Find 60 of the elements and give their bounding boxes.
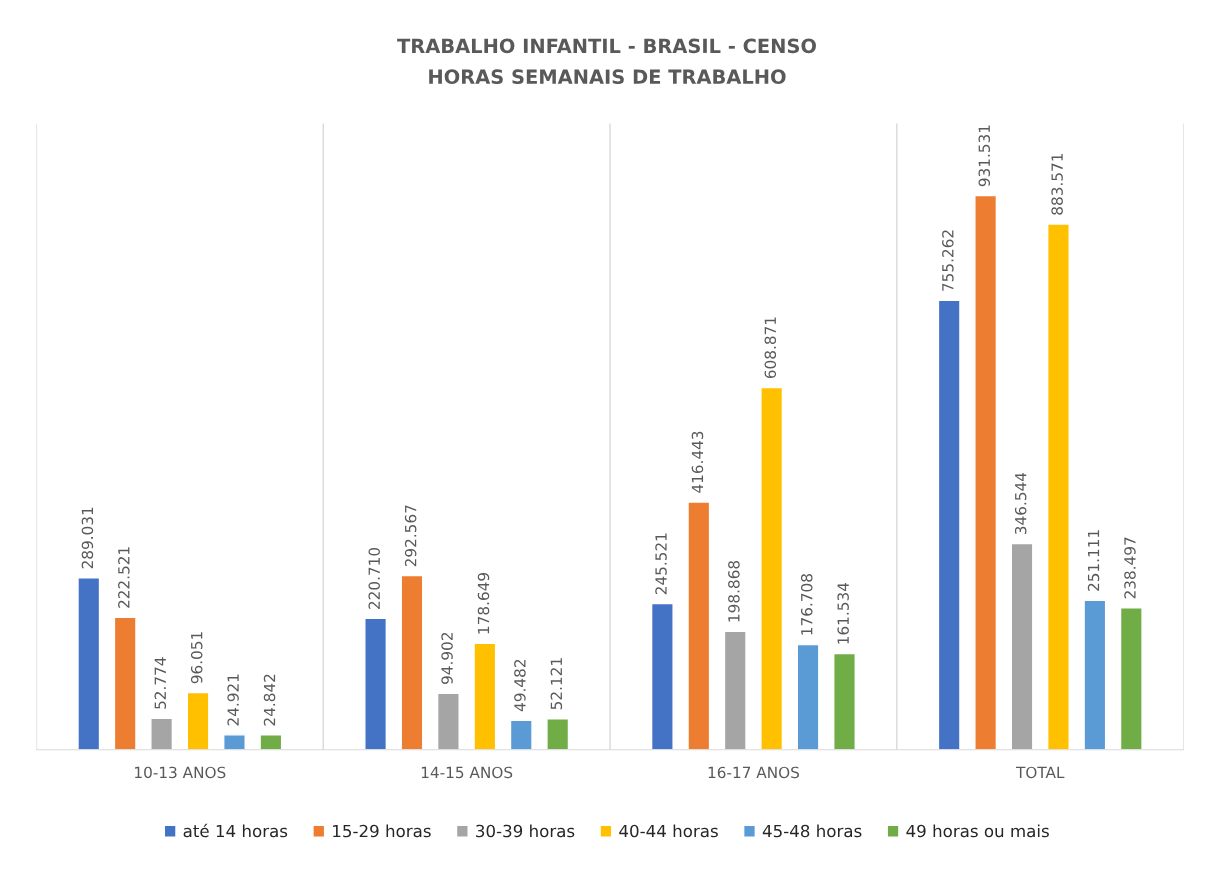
bar xyxy=(546,717,570,750)
bar xyxy=(937,299,961,750)
data-label: 198.868 xyxy=(728,560,740,622)
bar xyxy=(259,734,283,750)
bar xyxy=(223,734,246,750)
data-label: 222.521 xyxy=(118,547,130,608)
bar xyxy=(650,602,674,750)
data-label: 883.571 xyxy=(1051,153,1063,215)
bar xyxy=(723,630,747,750)
data-label: 94.902 xyxy=(441,632,453,684)
data-label: 161.534 xyxy=(837,582,849,644)
legend-label: até 14 horas xyxy=(183,823,288,838)
data-label: 52.774 xyxy=(154,657,167,709)
x-tick-label: 16-17 ANOS xyxy=(708,766,800,779)
bar xyxy=(1010,542,1034,750)
chart-title: TRABALHO INFANTIL - BRASIL - CENSO xyxy=(397,38,816,54)
bar xyxy=(687,501,711,750)
bar xyxy=(1119,607,1143,750)
legend-label: 40-44 horas xyxy=(619,824,718,838)
data-label: 416.443 xyxy=(691,431,704,493)
data-label: 176.708 xyxy=(800,574,813,635)
bar xyxy=(509,719,533,750)
data-label: 220.710 xyxy=(368,547,380,609)
bar xyxy=(760,386,784,750)
bar xyxy=(400,574,424,750)
data-label: 289.031 xyxy=(81,507,94,569)
bar xyxy=(833,652,856,750)
legend-label: 15-29 horas xyxy=(333,824,431,838)
data-label: 24.842 xyxy=(263,674,276,726)
bar xyxy=(150,717,174,750)
bar xyxy=(473,642,497,750)
bar xyxy=(796,643,820,750)
bar xyxy=(113,616,137,750)
data-label: 49.482 xyxy=(514,660,526,712)
x-tick-label: TOTAL xyxy=(1015,766,1065,779)
data-label: 96.051 xyxy=(190,632,203,684)
x-tick-label: 14-15 ANOS xyxy=(421,766,513,779)
data-label: 608.871 xyxy=(764,317,777,379)
data-label: 292.567 xyxy=(404,505,417,567)
data-label: 245.521 xyxy=(655,533,667,595)
data-label: 251.111 xyxy=(1087,530,1100,591)
chart-subtitle: HORAS SEMANAIS DE TRABALHO xyxy=(429,69,786,85)
data-label: 346.544 xyxy=(1014,472,1027,535)
bar xyxy=(974,194,998,750)
legend-label: 49 horas ou mais xyxy=(906,824,1049,838)
data-label: 238.497 xyxy=(1124,537,1136,599)
bar xyxy=(364,617,388,750)
data-label: 178.649 xyxy=(477,572,490,634)
data-label: 755.262 xyxy=(942,230,954,291)
data-label: 24.921 xyxy=(227,674,239,726)
bar xyxy=(436,692,460,750)
bar xyxy=(186,691,210,750)
legend-label: 45-48 horas xyxy=(762,824,862,838)
legend-label: 30-39 horas xyxy=(476,824,575,838)
bar xyxy=(1083,599,1107,750)
x-tick-label: 10-13 ANOS xyxy=(135,766,226,779)
data-label: 52.121 xyxy=(550,658,563,710)
data-label: 931.531 xyxy=(978,125,991,187)
bar xyxy=(1047,223,1070,750)
bar xyxy=(77,577,101,750)
